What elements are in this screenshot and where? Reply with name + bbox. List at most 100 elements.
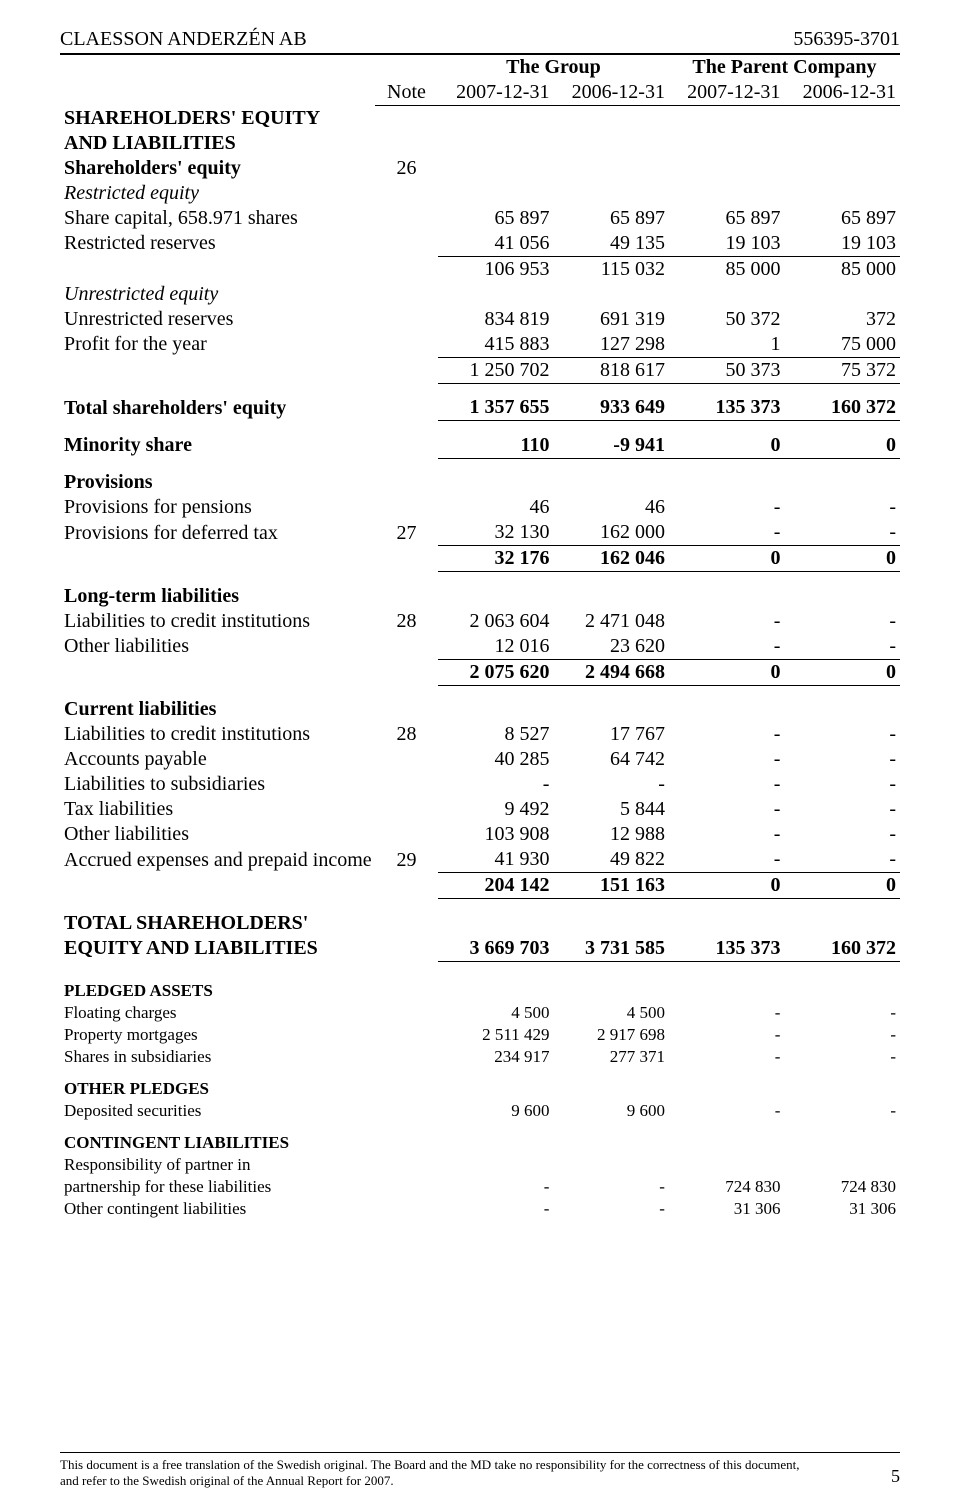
grand-total-heading-l2: EQUITY AND LIABILITIES	[60, 936, 375, 962]
total-se-g1: 1 357 655	[438, 395, 553, 421]
row-label-lt-other: Other liabilities	[60, 634, 375, 660]
ap-g1: 40 285	[438, 747, 553, 772]
footer-line-1: This document is a free translation of t…	[60, 1457, 800, 1472]
row-label-subs: Liabilities to subsidiaries	[60, 772, 375, 797]
grand-p1: 135 373	[669, 936, 784, 962]
unres-res-g2: 691 319	[553, 307, 669, 332]
row-label-shares-subs: Shares in subsidiaries	[60, 1046, 375, 1068]
tax-p1: -	[669, 797, 784, 822]
grand-total-heading-l1: TOTAL SHAREHOLDERS'	[60, 911, 375, 936]
lt-sub-g2: 2 494 668	[553, 659, 669, 685]
share-cap-g2: 65 897	[553, 206, 669, 231]
col-header-d4: 2006-12-31	[784, 80, 900, 106]
shares-g2: 277 371	[553, 1046, 668, 1068]
row-label-minority: Minority share	[60, 433, 375, 459]
res-res-p1: 19 103	[669, 231, 784, 257]
mort-p2: -	[784, 1024, 900, 1046]
cont-other-p1: 31 306	[669, 1198, 784, 1220]
cur-other-p2: -	[784, 822, 900, 847]
lt-other-g1: 12 016	[438, 634, 553, 660]
resp-p1: 724 830	[669, 1176, 784, 1198]
lt-credit-g1: 2 063 604	[438, 609, 553, 634]
subs-g1: -	[438, 772, 553, 797]
section-heading-equity-l2: AND LIABILITIES	[60, 131, 375, 156]
grand-g2: 3 731 585	[553, 936, 669, 962]
grand-p2: 160 372	[784, 936, 900, 962]
row-label-pensions: Provisions for pensions	[60, 495, 375, 520]
resp-g2: -	[553, 1176, 668, 1198]
ap-p2: -	[784, 747, 900, 772]
floating-p2: -	[784, 1002, 900, 1024]
ap-g2: 64 742	[553, 747, 669, 772]
cur-sub-p1: 0	[669, 873, 784, 899]
total-se-g2: 933 649	[553, 395, 669, 421]
registration-number: 556395-3701	[793, 28, 900, 51]
pensions-g1: 46	[438, 495, 553, 520]
total-se-p1: 135 373	[669, 395, 784, 421]
unres-sub-g1: 1 250 702	[438, 357, 553, 383]
section-heading-provisions: Provisions	[60, 470, 375, 495]
tax-g2: 5 844	[553, 797, 669, 822]
dep-p2: -	[784, 1100, 900, 1122]
minority-g1: 110	[438, 433, 553, 459]
pensions-g2: 46	[553, 495, 669, 520]
accrued-p1: -	[669, 847, 784, 873]
cur-other-p1: -	[669, 822, 784, 847]
res-sub-p2: 85 000	[784, 256, 900, 282]
row-label-other-contingent: Other contingent liabilities	[60, 1198, 375, 1220]
footer-line-2: and refer to the Swedish original of the…	[60, 1473, 394, 1488]
deferred-g2: 162 000	[553, 520, 669, 546]
total-se-p2: 160 372	[784, 395, 900, 421]
floating-g1: 4 500	[438, 1002, 553, 1024]
res-sub-g1: 106 953	[438, 256, 553, 282]
dep-g1: 9 600	[438, 1100, 553, 1122]
grand-g1: 3 669 703	[438, 936, 553, 962]
resp-p2: 724 830	[784, 1176, 900, 1198]
row-label-accrued: Accrued expenses and prepaid income	[60, 847, 375, 873]
accrued-p2: -	[784, 847, 900, 873]
balance-sheet-table: The Group The Parent Company Note 2007-1…	[60, 55, 900, 962]
tax-p2: -	[784, 797, 900, 822]
unres-res-p1: 50 372	[669, 307, 784, 332]
lt-sub-p1: 0	[669, 659, 784, 685]
lt-credit-g2: 2 471 048	[553, 609, 669, 634]
row-label-total-se: Total shareholders' equity	[60, 395, 375, 421]
cur-credit-p2: -	[784, 722, 900, 747]
unres-sub-g2: 818 617	[553, 357, 669, 383]
unres-sub-p1: 50 373	[669, 357, 784, 383]
cur-other-g2: 12 988	[553, 822, 669, 847]
row-label-deposited: Deposited securities	[60, 1100, 375, 1122]
dep-p1: -	[669, 1100, 784, 1122]
row-label-resp-l2: partnership for these liabilities	[60, 1176, 375, 1198]
row-label-unres-res: Unrestricted reserves	[60, 307, 375, 332]
mort-g1: 2 511 429	[438, 1024, 553, 1046]
section-heading-current: Current liabilities	[60, 697, 375, 722]
cur-other-g1: 103 908	[438, 822, 553, 847]
page-number: 5	[891, 1466, 900, 1487]
row-note-deferred: 27	[375, 520, 438, 546]
row-label-resp-l1: Responsibility of partner in	[60, 1154, 375, 1176]
share-cap-p2: 65 897	[784, 206, 900, 231]
row-note-lt-credit: 28	[375, 609, 438, 634]
unres-res-p2: 372	[784, 307, 900, 332]
row-note-cur-credit: 28	[375, 722, 438, 747]
col-header-d3: 2007-12-31	[669, 80, 784, 106]
accrued-g2: 49 822	[553, 847, 669, 873]
res-res-g1: 41 056	[438, 231, 553, 257]
pensions-p2: -	[784, 495, 900, 520]
lt-other-g2: 23 620	[553, 634, 669, 660]
deferred-p1: -	[669, 520, 784, 546]
shares-g1: 234 917	[438, 1046, 553, 1068]
row-label-floating: Floating charges	[60, 1002, 375, 1024]
col-header-d2: 2006-12-31	[553, 80, 669, 106]
minority-g2: -9 941	[553, 433, 669, 459]
profit-g2: 127 298	[553, 332, 669, 358]
ap-p1: -	[669, 747, 784, 772]
res-sub-g2: 115 032	[553, 256, 669, 282]
lt-other-p2: -	[784, 634, 900, 660]
cur-sub-g1: 204 142	[438, 873, 553, 899]
col-header-note: Note	[375, 80, 438, 106]
cur-sub-g2: 151 163	[553, 873, 669, 899]
cont-other-p2: 31 306	[784, 1198, 900, 1220]
row-label-deferred-tax: Provisions for deferred tax	[60, 520, 375, 546]
